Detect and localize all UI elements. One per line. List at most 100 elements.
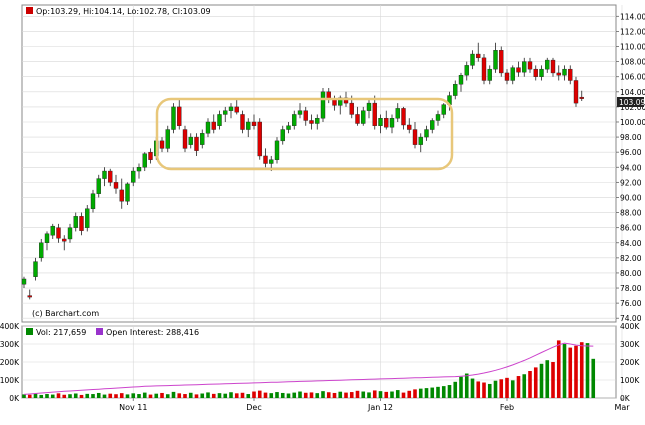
candle-body — [556, 72, 561, 76]
candle-body — [165, 129, 170, 149]
volume-bar — [148, 394, 153, 398]
candle-body — [401, 108, 406, 126]
ohlc-header: Op:103.29, Hi:104.14, Lo:102.78, Cl:103.… — [36, 7, 211, 16]
volume-bar — [539, 363, 544, 398]
volume-bar — [407, 390, 412, 398]
volume-bar — [556, 340, 561, 398]
volume-tick-label-left: 300K — [0, 340, 20, 349]
date-axis-labels: Nov 11 Dec Jan 12 Feb Mar — [119, 398, 630, 412]
date-tick-label: Dec — [246, 403, 261, 412]
volume-tick-label-right: 200K — [620, 358, 640, 367]
volume-bar — [401, 392, 406, 398]
volume-bar — [257, 390, 262, 398]
volume-bar — [395, 390, 400, 398]
volume-bar — [229, 392, 233, 398]
volume-bar — [206, 392, 210, 398]
candle-body — [458, 74, 464, 85]
price-tick-label: 102.00 — [620, 103, 645, 112]
candle-body — [263, 155, 268, 164]
price-tick-label: 108.00 — [620, 58, 645, 67]
volume-bar — [493, 380, 498, 398]
volume-bar — [194, 394, 199, 398]
volume-bar-series — [22, 340, 596, 398]
volume-bar — [125, 394, 130, 398]
candle-body — [200, 133, 205, 145]
candle-body — [73, 216, 78, 228]
candle-body — [499, 50, 504, 74]
volume-bar — [85, 393, 90, 398]
price-grid — [22, 5, 623, 322]
candle-body — [424, 129, 429, 138]
candle-body — [102, 170, 107, 179]
price-tick-label: 76.00 — [620, 299, 642, 308]
candle-body — [39, 242, 44, 259]
volume-bar — [39, 394, 44, 398]
candle-body — [441, 104, 446, 115]
volume-bar — [50, 394, 55, 398]
candle-body — [332, 99, 337, 106]
candle-body — [504, 72, 510, 81]
volume-bar — [413, 389, 417, 398]
candle-body — [27, 295, 32, 298]
volume-bar — [177, 393, 182, 398]
price-tick-label: 114.00 — [620, 12, 645, 21]
volume-bar — [298, 391, 302, 398]
volume-bar — [367, 392, 371, 398]
volume-bar — [286, 393, 291, 398]
candle-body — [177, 106, 182, 126]
volume-tick-label-right: 100K — [620, 376, 640, 385]
candle-body — [217, 114, 222, 126]
volume-bar — [33, 393, 38, 398]
price-tick-label: 96.00 — [620, 148, 642, 157]
candle-body — [476, 53, 481, 59]
volume-bar — [211, 393, 216, 398]
candle-body — [33, 261, 38, 277]
volume-bar — [533, 367, 538, 398]
volume-bar — [246, 394, 251, 398]
candle-body — [148, 151, 153, 160]
volume-bar — [436, 386, 440, 398]
candle-body — [142, 153, 147, 168]
volume-bar — [73, 393, 78, 398]
candle-body — [274, 140, 280, 160]
last-price-badge-bg — [617, 97, 644, 107]
volume-axis-labels-left: 400K 300K 200K 100K 0K — [0, 322, 20, 403]
volume-legend-label: Vol: 217,659 — [36, 328, 86, 337]
candle-body — [251, 121, 257, 126]
volume-tick-label-left: 0K — [9, 394, 20, 403]
candle-body — [44, 233, 50, 243]
candle-body — [21, 278, 27, 285]
volume-bar — [384, 391, 389, 398]
volume-bar — [252, 391, 256, 398]
candle-body — [464, 65, 469, 76]
consolidation-highlight-box — [155, 97, 454, 171]
volume-bar — [171, 391, 176, 398]
volume-bar — [338, 391, 343, 398]
volume-bar — [424, 388, 429, 398]
price-tick-label: 110.00 — [620, 43, 645, 52]
volume-bar — [188, 392, 193, 398]
volume-bar — [562, 344, 567, 398]
volume-bar — [315, 393, 320, 398]
volume-bar — [275, 392, 279, 398]
volume-bar — [56, 393, 61, 398]
candle-body — [493, 50, 498, 70]
volume-bar — [378, 391, 383, 398]
volume-bar — [545, 360, 550, 398]
candle-body — [194, 136, 199, 151]
candle-body — [96, 178, 101, 194]
candle-body — [113, 182, 119, 189]
price-panel-frame — [21, 4, 617, 323]
candle-body — [407, 124, 412, 130]
candle-body — [211, 121, 216, 130]
volume-bar — [234, 393, 239, 398]
candle-body — [62, 238, 67, 242]
volume-bar — [499, 379, 504, 398]
volume-bar — [91, 394, 95, 398]
volume-bar — [160, 392, 164, 398]
volume-tick-label-left: 100K — [0, 376, 20, 385]
volume-bar — [142, 392, 147, 398]
price-tick-label: 90.00 — [620, 193, 642, 202]
volume-bar — [349, 392, 354, 398]
